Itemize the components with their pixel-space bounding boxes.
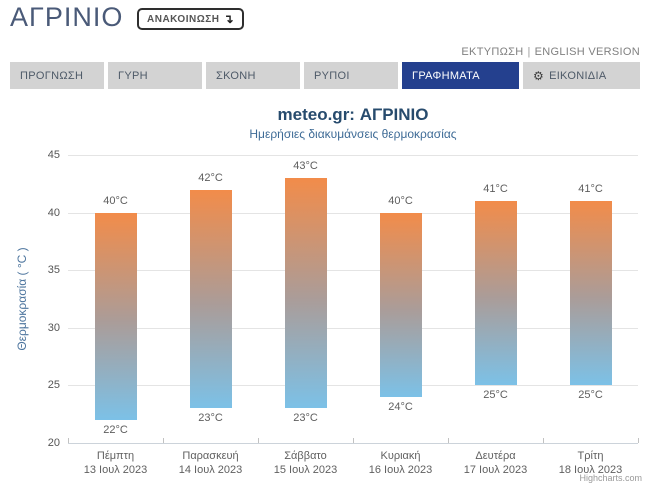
x-axis-tick: [638, 438, 639, 443]
announcement-button[interactable]: ΑΝΑΚΟΙΝΩΣΗ ↴: [137, 8, 245, 30]
page-title: ΑΓΡΙΝΙΟ: [10, 2, 124, 32]
high-temp-label: 41°C: [578, 183, 603, 196]
chart-subtitle: Ημερήσιες διακυμάνσεις θερμοκρασίας: [249, 127, 457, 141]
tab-bar: ΠΡΟΓΝΩΣΗ ΓΥΡΗ ΣΚΟΝΗ ΡΥΠΟΙ ΓΡΑΦΗΜΑΤΑ ⚙ ΕΙΚΟΝΙΔΙ…: [10, 62, 640, 89]
announcement-arrow-icon: ↴: [223, 12, 235, 26]
tab-ρυποι[interactable]: ΡΥΠΟΙ: [304, 62, 398, 89]
day-name: Πέμπτη: [96, 450, 135, 462]
day-name: Σάββατο: [284, 450, 327, 462]
y-tick-label: 35: [47, 264, 60, 276]
x-axis-category-label: Δευτέρα 17 Ιουλ 2023: [448, 449, 543, 477]
day-name: Κυριακή: [380, 450, 421, 462]
x-axis-category-label: Τρίτη 18 Ιουλ 2023: [543, 449, 638, 477]
temperature-bar[interactable]: [189, 189, 232, 409]
y-tick-label: 20: [47, 437, 60, 449]
temperature-bar[interactable]: [379, 212, 422, 397]
tab-γραφηματα[interactable]: ΓΡΑΦΗΜΑΤΑ: [402, 62, 519, 89]
temperature-bar[interactable]: [474, 201, 517, 386]
low-temp-label: 22°C: [103, 424, 128, 436]
low-temp-label: 25°C: [578, 389, 603, 402]
tab-label: ΣΚΟΝΗ: [216, 69, 256, 82]
x-axis-tick: [353, 438, 354, 443]
date-label: 14 Ιουλ 2023: [178, 464, 243, 476]
x-axis-tick: [543, 438, 544, 443]
print-link[interactable]: ΕΚΤΥΠΩΣΗ: [461, 46, 524, 58]
tab-σκονη[interactable]: ΣΚΟΝΗ: [206, 62, 300, 89]
gridline: [68, 213, 638, 214]
low-temp-label: 25°C: [483, 389, 508, 402]
temperature-bar[interactable]: [284, 178, 327, 409]
tab-label: ΡΥΠΟΙ: [314, 69, 350, 82]
highcharts-credit[interactable]: Highcharts.com: [579, 473, 642, 483]
temperature-bar[interactable]: [94, 212, 137, 420]
tab-label: ΓΥΡΗ: [118, 69, 148, 82]
tab-εικονιδια[interactable]: ⚙ ΕΙΚΟΝΙΔΙΑ: [523, 62, 640, 89]
y-tick-label: 40: [47, 207, 60, 219]
top-links: ΕΚΤΥΠΩΣΗ | ENGLISH VERSION: [461, 46, 640, 58]
high-temp-label: 40°C: [388, 194, 413, 207]
x-axis-tick: [163, 438, 164, 443]
x-axis-category-label: Παρασκευή 14 Ιουλ 2023: [163, 449, 258, 477]
gridline: [68, 155, 638, 156]
day-name: Δευτέρα: [475, 450, 516, 462]
temperature-bar[interactable]: [569, 201, 612, 386]
english-version-link[interactable]: ENGLISH VERSION: [534, 46, 640, 58]
date-label: 16 Ιουλ 2023: [368, 464, 433, 476]
day-name: Παρασκευή: [182, 450, 239, 462]
x-axis-tick: [258, 438, 259, 443]
links-separator: |: [527, 46, 531, 58]
y-axis-title: Θερμοκρασία ( °C ): [15, 247, 29, 351]
low-temp-label: 23°C: [293, 412, 318, 425]
tab-label: ΕΙΚΟΝΙΔΙΑ: [549, 69, 607, 82]
date-label: 18 Ιουλ 2023: [558, 464, 623, 476]
high-temp-label: 40°C: [103, 194, 128, 207]
x-axis-category-label: Σάββατο 15 Ιουλ 2023: [258, 449, 353, 477]
tab-label: ΠΡΟΓΝΩΣΗ: [20, 69, 84, 82]
gear-icon: ⚙: [533, 68, 545, 83]
day-name: Τρίτη: [577, 450, 604, 462]
low-temp-label: 24°C: [388, 400, 413, 413]
gridline: [68, 270, 638, 271]
tab-label: ΓΡΑΦΗΜΑΤΑ: [412, 69, 480, 82]
tab-προγνωση[interactable]: ΠΡΟΓΝΩΣΗ: [10, 62, 104, 89]
gridline: [68, 385, 638, 386]
y-tick-label: 25: [47, 379, 60, 391]
y-tick-label: 30: [47, 322, 60, 334]
low-temp-label: 23°C: [198, 412, 223, 425]
chart-title: meteo.gr: ΑΓΡΙΝΙΟ: [277, 105, 429, 124]
high-temp-label: 42°C: [198, 171, 223, 184]
high-temp-label: 41°C: [483, 183, 508, 196]
y-tick-label: 45: [47, 149, 60, 161]
x-axis-tick: [68, 438, 69, 443]
high-temp-label: 43°C: [293, 160, 318, 172]
x-axis-line: [68, 443, 638, 444]
tab-γυρη[interactable]: ΓΥΡΗ: [108, 62, 202, 89]
announcement-button-label: ΑΝΑΚΟΙΝΩΣΗ: [147, 13, 220, 25]
x-axis-tick: [448, 438, 449, 443]
date-label: 13 Ιουλ 2023: [83, 464, 148, 476]
date-label: 15 Ιουλ 2023: [273, 464, 338, 476]
date-label: 17 Ιουλ 2023: [463, 464, 528, 476]
gridline: [68, 328, 638, 329]
x-axis-category-label: Κυριακή 16 Ιουλ 2023: [353, 449, 448, 477]
x-axis-category-label: Πέμπτη 13 Ιουλ 2023: [68, 449, 163, 477]
